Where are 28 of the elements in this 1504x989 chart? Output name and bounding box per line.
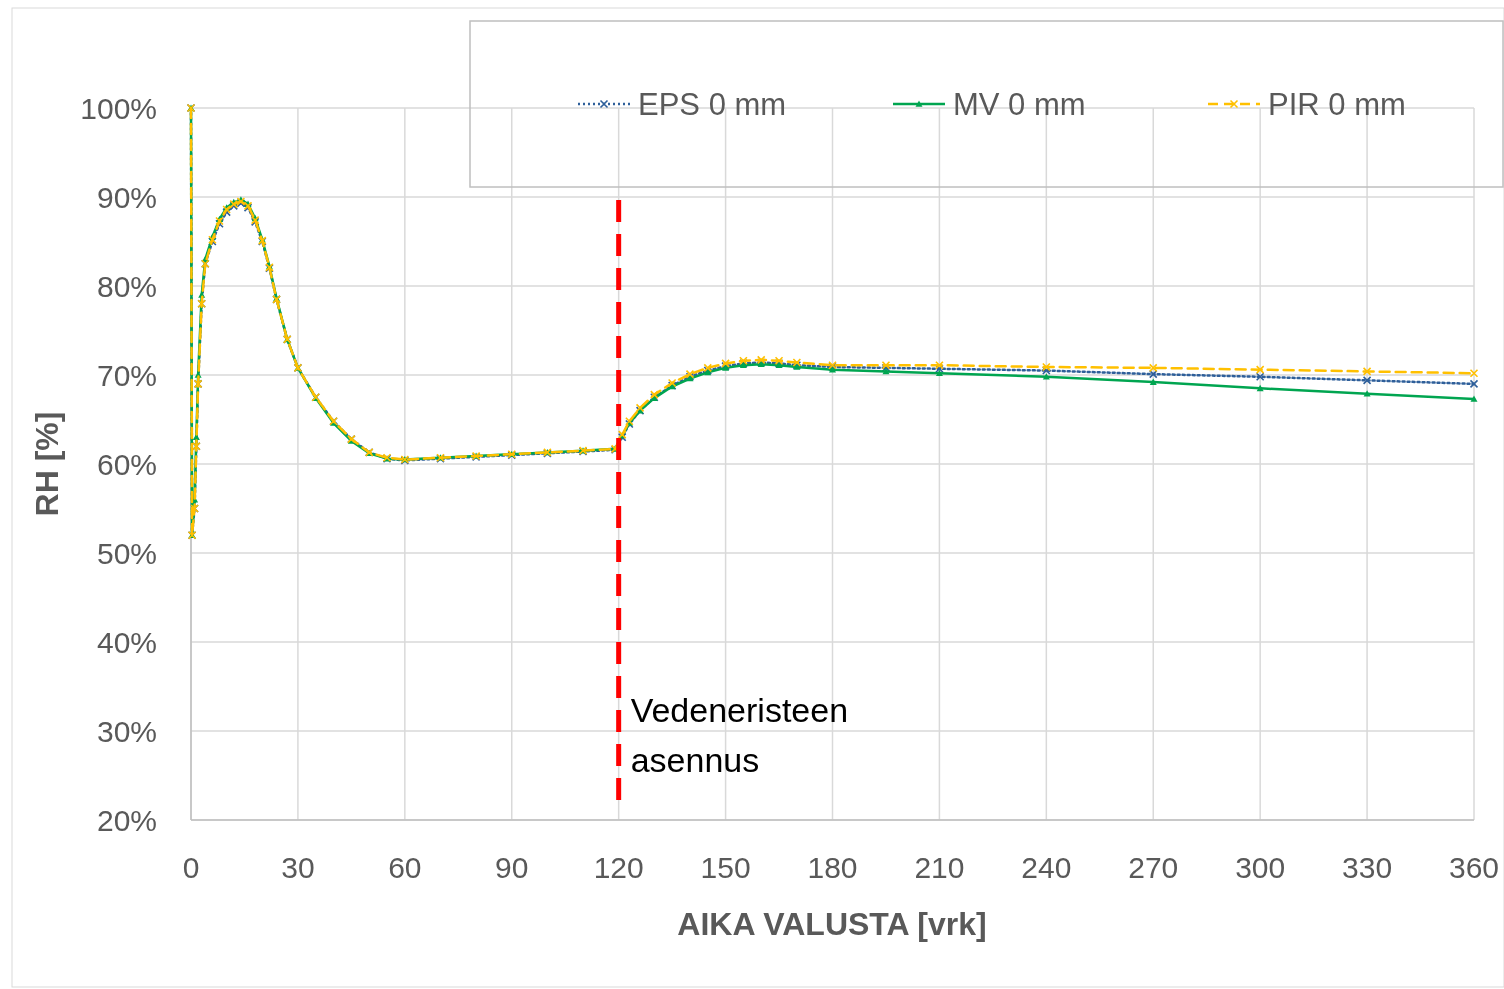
- x-tick-label: 30: [281, 851, 315, 884]
- x-tick-label: 60: [388, 851, 422, 884]
- y-tick-label: 50%: [96, 536, 157, 570]
- y-tick-label: 20%: [96, 803, 157, 837]
- legend-label: MV 0 mm: [953, 86, 1086, 122]
- x-tick-label: 120: [593, 851, 644, 884]
- y-axis-title: RH [%]: [29, 411, 65, 517]
- x-tick-label: 0: [182, 851, 200, 884]
- y-tick-label: 70%: [96, 358, 157, 392]
- x-tick-label: 300: [1235, 851, 1286, 884]
- y-tick-label: 90%: [96, 180, 157, 214]
- x-tick-label: 150: [700, 851, 751, 884]
- y-tick-label: 30%: [96, 714, 157, 748]
- x-tick-label: 90: [495, 851, 529, 884]
- x-tick-label: 210: [914, 851, 965, 884]
- x-axis-title: AIKA VALUSTA [vrk]: [677, 906, 987, 942]
- x-tick-label: 240: [1021, 851, 1072, 884]
- legend-label: PIR 0 mm: [1268, 86, 1406, 122]
- y-tick-label: 100%: [80, 91, 157, 125]
- y-tick-label: 40%: [96, 625, 157, 659]
- x-tick-label: 360: [1448, 851, 1500, 884]
- legend-label: EPS 0 mm: [638, 86, 787, 122]
- x-tick-label: 330: [1342, 851, 1393, 884]
- ref-line-label: Vedeneristeen asennus: [630, 691, 849, 779]
- y-tick-label: 60%: [96, 447, 157, 481]
- x-tick-label: 180: [807, 851, 858, 884]
- y-tick-label: 80%: [96, 269, 157, 303]
- x-tick-label: 270: [1128, 851, 1179, 884]
